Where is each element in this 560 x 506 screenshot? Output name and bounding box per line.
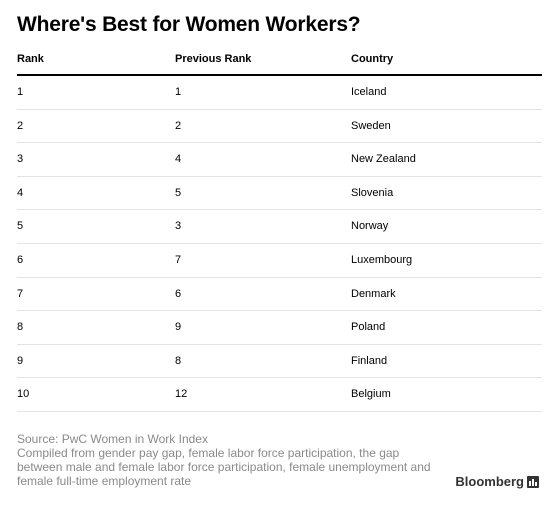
chart-title: Where's Best for Women Workers? bbox=[17, 13, 361, 36]
cell-country: Slovenia bbox=[351, 186, 394, 199]
cell-previous-rank: 2 bbox=[175, 119, 182, 132]
table-row: 6 7 Luxembourg bbox=[17, 244, 542, 278]
table-body: 1 1 Iceland 2 2 Sweden 3 4 New Zealand 4 5 Slovenia… bbox=[17, 76, 542, 412]
cell-previous-rank: 7 bbox=[175, 253, 182, 266]
table-header-row: Rank Previous Rank Country bbox=[17, 44, 542, 76]
cell-country: Sweden bbox=[351, 119, 391, 132]
cell-rank: 3 bbox=[17, 153, 24, 166]
cell-country: Belgium bbox=[351, 388, 391, 401]
brand-name: Bloomberg bbox=[455, 474, 524, 489]
cell-country: New Zealand bbox=[351, 153, 416, 166]
cell-previous-rank: 8 bbox=[175, 354, 182, 367]
cell-rank: 8 bbox=[17, 321, 24, 334]
cell-previous-rank: 5 bbox=[175, 186, 182, 199]
cell-rank: 5 bbox=[17, 220, 24, 233]
column-header-rank: Rank bbox=[17, 53, 44, 65]
table-row: 1 1 Iceland bbox=[17, 76, 542, 110]
cell-country: Finland bbox=[351, 354, 388, 367]
cell-rank: 10 bbox=[17, 388, 30, 401]
column-header-country: Country bbox=[351, 53, 394, 65]
source-note: Source: PwC Women in Work Index bbox=[17, 432, 208, 446]
cell-previous-rank: 4 bbox=[175, 153, 182, 166]
table-row: 5 3 Norway bbox=[17, 210, 542, 244]
brand-logo: Bloomberg bbox=[455, 474, 539, 489]
cell-rank: 7 bbox=[17, 287, 24, 300]
column-header-previous-rank: Previous Rank bbox=[175, 53, 252, 65]
table-row: 4 5 Slovenia bbox=[17, 177, 542, 211]
table-row: 7 6 Denmark bbox=[17, 278, 542, 312]
cell-previous-rank: 3 bbox=[175, 220, 182, 233]
cell-rank: 4 bbox=[17, 186, 24, 199]
cell-country: Norway bbox=[351, 220, 389, 233]
data-table: Rank Previous Rank Country 1 1 Iceland 2 2 Sw… bbox=[17, 44, 542, 412]
table-row: 3 4 New Zealand bbox=[17, 143, 542, 177]
methodology-note: Compiled from gender pay gap, female lab… bbox=[17, 446, 431, 488]
cell-previous-rank: 12 bbox=[175, 388, 188, 401]
bloomberg-logo-icon bbox=[527, 475, 539, 488]
cell-previous-rank: 6 bbox=[175, 287, 182, 300]
table-row: 9 8 Finland bbox=[17, 345, 542, 379]
table-row: 10 12 Belgium bbox=[17, 378, 542, 412]
table-row: 8 9 Poland bbox=[17, 311, 542, 345]
cell-country: Iceland bbox=[351, 86, 387, 98]
cell-rank: 2 bbox=[17, 119, 24, 132]
cell-previous-rank: 9 bbox=[175, 321, 182, 334]
table-row: 2 2 Sweden bbox=[17, 110, 542, 144]
cell-rank: 6 bbox=[17, 253, 24, 266]
cell-rank: 1 bbox=[17, 86, 24, 98]
cell-rank: 9 bbox=[17, 354, 24, 367]
cell-previous-rank: 1 bbox=[175, 86, 182, 98]
cell-country: Luxembourg bbox=[351, 253, 413, 266]
cell-country: Poland bbox=[351, 321, 386, 334]
cell-country: Denmark bbox=[351, 287, 396, 300]
